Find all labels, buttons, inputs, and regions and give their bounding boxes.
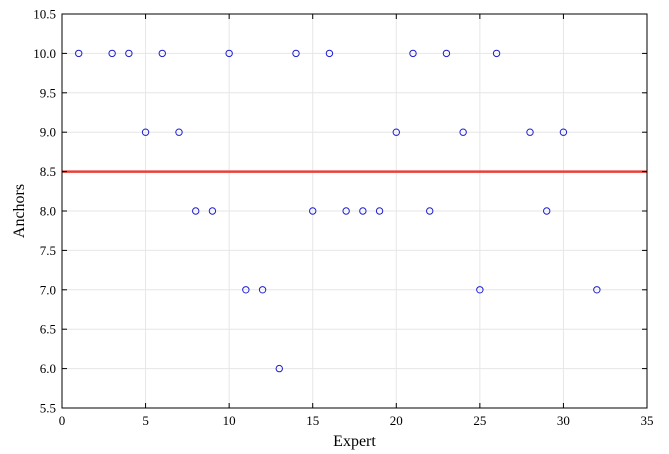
data-point: [476, 286, 484, 294]
data-point: [192, 207, 200, 215]
grid-lines: [61, 13, 648, 409]
data-point: [141, 128, 150, 136]
y-tick-label: 6.5: [40, 322, 56, 337]
y-tick-label: 8.0: [40, 204, 56, 219]
y-tick-label: 9.5: [40, 85, 56, 100]
x-tick-label: 20: [390, 413, 403, 428]
data-point: [208, 207, 217, 215]
y-tick-label: 10.5: [33, 7, 56, 22]
y-tick-label: 6.0: [40, 361, 56, 376]
data-point: [426, 207, 434, 215]
data-point: [309, 207, 317, 215]
x-tick-label: 35: [641, 413, 654, 428]
x-tick-label: 5: [142, 413, 149, 428]
data-point: [292, 49, 300, 58]
x-tick-label: 15: [306, 413, 319, 428]
data-point: [325, 49, 334, 58]
data-point: [559, 128, 568, 136]
data-point: [442, 49, 451, 58]
data-point: [258, 286, 267, 294]
y-axis-title: Anchors: [11, 184, 28, 238]
data-point: [392, 128, 400, 136]
y-tick-label: 10.0: [33, 46, 56, 61]
data-point: [409, 49, 417, 58]
y-tick-label: 9.0: [40, 125, 56, 140]
data-point: [593, 286, 601, 294]
data-point: [459, 128, 467, 136]
data-point: [543, 207, 551, 215]
data-point: [359, 207, 367, 215]
x-tick-label: 0: [59, 413, 66, 428]
data-point: [342, 207, 350, 215]
data-point: [225, 49, 233, 58]
x-axis-title: Expert: [333, 433, 376, 450]
y-tick-label: 7.0: [40, 282, 56, 297]
data-point: [492, 49, 501, 58]
data-point: [526, 128, 534, 136]
data-point: [275, 364, 283, 373]
y-tick-labels: 5.5 6.0 6.5 7.0 7.5 8.0 8.5 9.0 9.5 10.0 10.5: [33, 7, 56, 416]
y-tick-label: 7.5: [40, 243, 56, 258]
x-tick-label: 10: [223, 413, 236, 428]
data-point: [108, 49, 116, 58]
x-tick-label: 25: [473, 413, 486, 428]
axis-ticks: [61, 13, 648, 409]
data-point: [158, 49, 166, 58]
y-tick-label: 5.5: [40, 401, 56, 416]
data-point: [375, 207, 384, 215]
data-point: [75, 49, 83, 58]
data-point: [242, 286, 250, 294]
data-point: [125, 49, 133, 58]
data-point: [175, 128, 183, 136]
data-points: [75, 49, 601, 373]
y-tick-label: 8.5: [40, 164, 56, 179]
x-tick-labels: 0 5 10 15 20 25 30 35: [59, 413, 654, 428]
x-tick-label: 30: [557, 413, 570, 428]
